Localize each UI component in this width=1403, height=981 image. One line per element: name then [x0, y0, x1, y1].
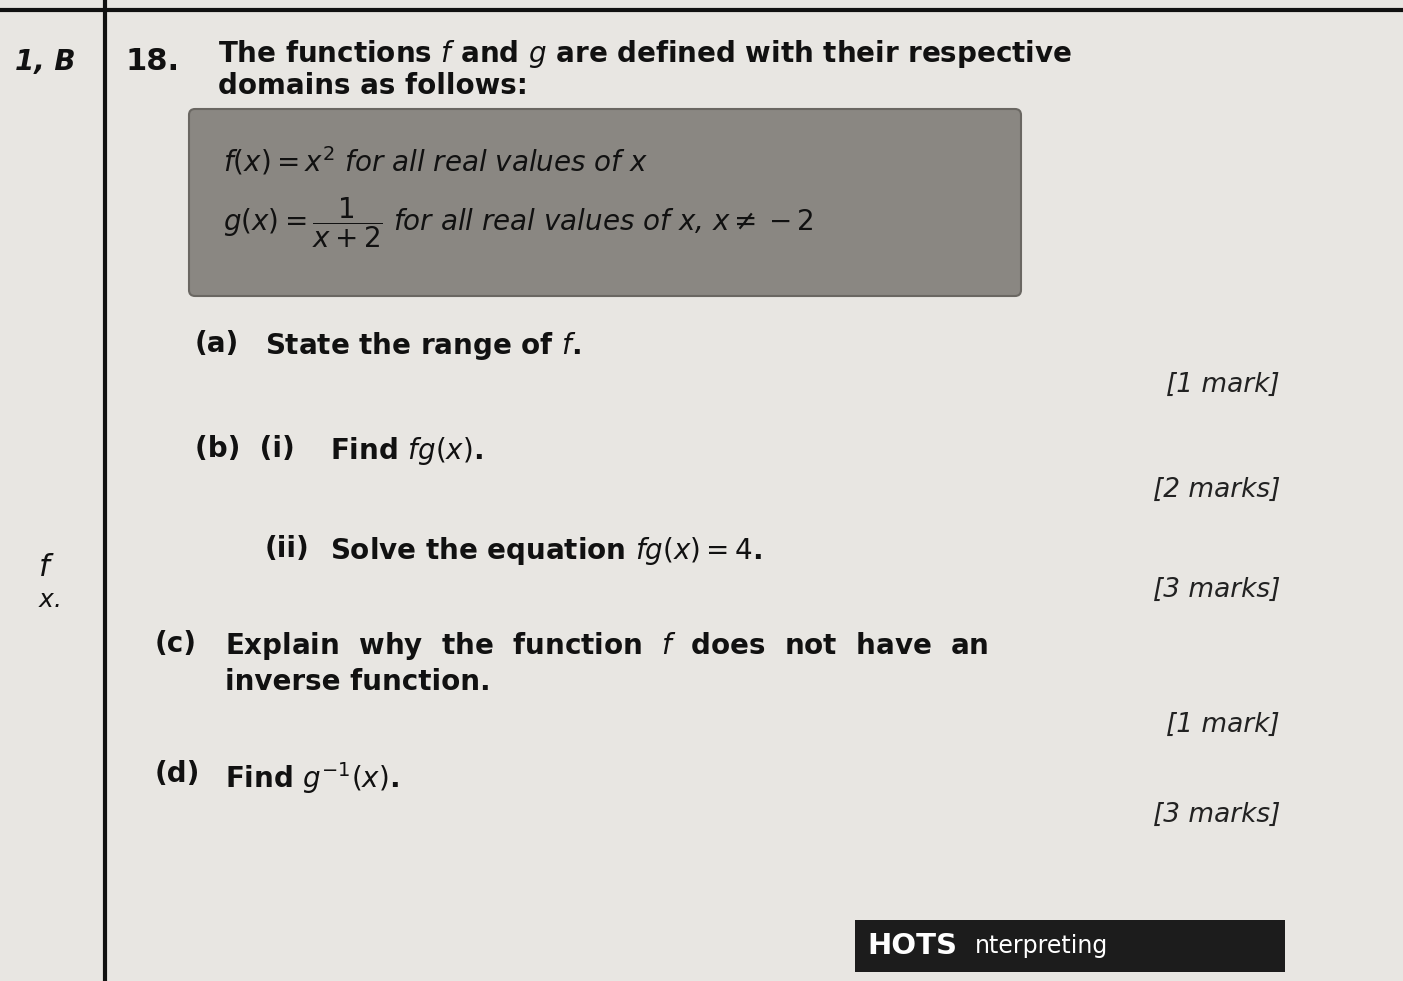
FancyBboxPatch shape — [189, 109, 1021, 296]
Text: [2 marks]: [2 marks] — [1153, 477, 1280, 503]
Text: $x$.: $x$. — [38, 588, 60, 612]
Text: 18.: 18. — [126, 47, 180, 77]
Text: State the range of $f$.: State the range of $f$. — [265, 330, 581, 362]
Text: $f(x) = x^2$ for all real values of $x$: $f(x) = x^2$ for all real values of $x$ — [223, 145, 648, 178]
Text: HOTS: HOTS — [867, 932, 957, 960]
Text: Find $g^{-1}(x)$.: Find $g^{-1}(x)$. — [224, 760, 398, 796]
Text: [1 mark]: [1 mark] — [1166, 712, 1280, 738]
Text: (b)  (i): (b) (i) — [195, 435, 295, 463]
Text: Solve the equation $fg(x) = 4$.: Solve the equation $fg(x) = 4$. — [330, 535, 762, 567]
Text: (c): (c) — [154, 630, 196, 658]
Text: (a): (a) — [195, 330, 240, 358]
Text: (ii): (ii) — [265, 535, 310, 563]
Text: [3 marks]: [3 marks] — [1153, 577, 1280, 603]
Text: domains as follows:: domains as follows: — [217, 72, 528, 100]
Text: (d): (d) — [154, 760, 201, 788]
Text: The functions $f$ and $g$ are defined with their respective: The functions $f$ and $g$ are defined wi… — [217, 38, 1072, 70]
Text: inverse function.: inverse function. — [224, 668, 491, 696]
Text: Explain  why  the  function  $f$  does  not  have  an: Explain why the function $f$ does not ha… — [224, 630, 989, 662]
Text: [3 marks]: [3 marks] — [1153, 802, 1280, 828]
FancyBboxPatch shape — [854, 920, 1285, 972]
Text: $g(x) = \dfrac{1}{x+2}$ for all real values of $x$, $x \neq -2$: $g(x) = \dfrac{1}{x+2}$ for all real val… — [223, 195, 814, 250]
Text: 1, B: 1, B — [15, 48, 76, 76]
Text: $f$: $f$ — [38, 553, 55, 583]
Text: nterpreting: nterpreting — [975, 934, 1108, 958]
Text: Find $fg(x)$.: Find $fg(x)$. — [330, 435, 483, 467]
Text: [1 mark]: [1 mark] — [1166, 372, 1280, 398]
